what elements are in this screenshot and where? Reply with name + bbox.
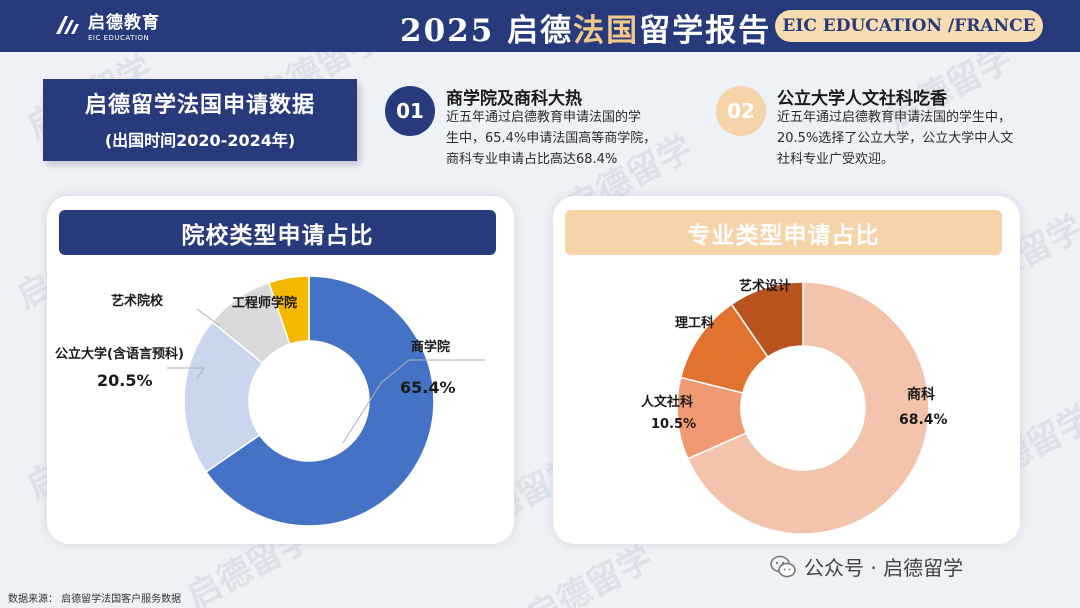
point-line: 近五年通过启德教育申请法国的学 bbox=[446, 110, 642, 125]
donut-slice bbox=[205, 275, 435, 527]
leader-line bbox=[342, 359, 485, 444]
report-title-suffix: 留学报告 bbox=[639, 13, 772, 49]
major-donut-chart: 商科 68.4% 人文社科 10.5% 理工科 艺术设计 bbox=[641, 278, 948, 535]
donut-slice bbox=[183, 320, 264, 473]
report-title-prefix: 2025 启德 bbox=[400, 13, 574, 49]
point-line: 20.5%选择了公立大学，公立大学中人文 bbox=[777, 131, 1014, 146]
point-line: 商科专业申请占比高达68.4% bbox=[446, 152, 618, 167]
slice-value-label: 20.5% bbox=[97, 371, 153, 390]
slice-category-label: 工程师学院 bbox=[232, 295, 297, 311]
point-line: 近五年通过启德教育申请法国的学生中， bbox=[777, 110, 1012, 125]
institution-chart-card: 院校类型申请占比 商学院 65.4% 公立大学(含语言预科) 20.5% 艺术院校 工程师… bbox=[47, 196, 514, 544]
logo-name-en: EIC EDUCATION bbox=[88, 34, 150, 42]
intro-title-block: 启德留学法国申请数据 (出国时间2020-2024年) bbox=[43, 79, 357, 161]
header-bar: 启德教育 EIC EDUCATION 2025 启德法国留学报告 EIC EDU… bbox=[0, 0, 1080, 52]
chart-title: 专业类型申请占比 bbox=[565, 210, 1002, 255]
point-number-badge: 01 bbox=[385, 86, 435, 136]
report-title-highlight: 法国 bbox=[573, 13, 640, 49]
slice-category-label: 公立大学(含语言预科) bbox=[55, 346, 184, 362]
donut-slice bbox=[267, 275, 310, 346]
major-chart-card: 专业类型申请占比 商科 68.4% 人文社科 10.5% 理工科 艺术设计 bbox=[553, 196, 1020, 544]
chart-title: 院校类型申请占比 bbox=[59, 210, 496, 255]
intro-subtitle: (出国时间2020-2024年) bbox=[104, 131, 296, 150]
wechat-account: 公众号 · 启德留学 bbox=[770, 552, 963, 581]
wechat-icon bbox=[770, 555, 796, 577]
point-body: 近五年通过启德教育申请法国的学 生中，65.4%申请法国高等商学院， 商科专业申… bbox=[446, 107, 656, 170]
slice-category-label: 商学院 bbox=[411, 339, 450, 355]
leader-line bbox=[167, 367, 205, 380]
point-heading: 商学院及商科大热 bbox=[446, 89, 582, 109]
logo-icon bbox=[56, 16, 79, 34]
slice-category-label: 商科 bbox=[907, 386, 935, 403]
slice-category-label: 艺术设计 bbox=[739, 278, 791, 294]
leader-line bbox=[196, 308, 221, 327]
slice-value-label: 10.5% bbox=[651, 417, 696, 432]
donut-slice bbox=[686, 281, 930, 535]
point-heading: 公立大学人文社科吃香 bbox=[777, 89, 947, 109]
slice-value-label: 65.4% bbox=[400, 378, 456, 397]
donut-slice bbox=[730, 281, 804, 358]
point-line: 生中，65.4%申请法国高等商学院， bbox=[446, 131, 657, 146]
brand-logo: 启德教育 EIC EDUCATION bbox=[52, 8, 160, 42]
slice-value-label: 68.4% bbox=[899, 412, 948, 428]
data-source-note: 数据来源： 启德留学法国客户服务数据 bbox=[8, 594, 182, 605]
header-badge: EIC EDUCATION /FRANCE bbox=[775, 10, 1043, 42]
slice-category-label: 人文社科 bbox=[641, 394, 693, 410]
point-body: 近五年通过启德教育申请法国的学生中， 20.5%选择了公立大学，公立大学中人文 … bbox=[777, 107, 1013, 170]
intro-title: 启德留学法国申请数据 bbox=[84, 93, 315, 118]
logo-name-cn: 启德教育 bbox=[88, 13, 160, 33]
slice-category-label: 艺术院校 bbox=[111, 293, 164, 309]
institution-donut-chart: 商学院 65.4% 公立大学(含语言预科) 20.5% 艺术院校 工程师学院 bbox=[55, 275, 485, 527]
slice-category-label: 理工科 bbox=[675, 315, 714, 331]
point-line: 社科专业广受欢迎。 bbox=[777, 152, 895, 167]
report-title: 2025 启德法国留学报告 bbox=[400, 5, 771, 50]
wechat-account-name: 公众号 · 启德留学 bbox=[804, 556, 964, 580]
point-number-badge: 02 bbox=[716, 86, 766, 136]
